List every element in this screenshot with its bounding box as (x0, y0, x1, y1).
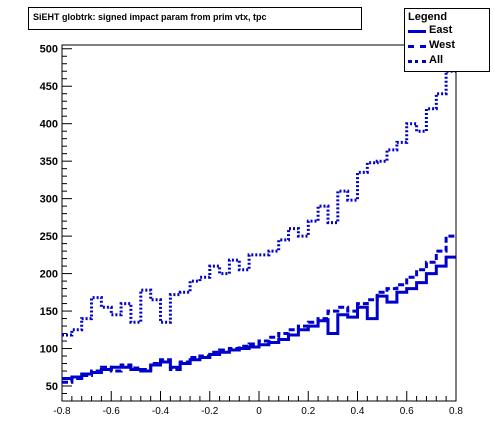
x-tick-label: -0.6 (103, 406, 121, 417)
legend-label-west: West (429, 39, 456, 51)
y-tick-label: 500 (40, 44, 58, 56)
legend-heading: Legend (408, 11, 448, 23)
x-tick-label: 0.6 (400, 406, 414, 417)
x-tick-label: 0.8 (449, 406, 463, 417)
legend-swatch-all (408, 60, 426, 63)
legend-swatch-west (408, 45, 426, 48)
chart-title: SiEHT globtrk: signed impact param from … (33, 12, 267, 22)
x-tick-label: 0.2 (301, 406, 315, 417)
y-tick-label: 200 (40, 269, 58, 281)
x-tick-label: 0 (256, 406, 262, 417)
y-tick-label: 150 (40, 306, 58, 318)
legend-label-all: All (429, 54, 444, 66)
x-tick-label: -0.4 (152, 406, 170, 417)
series-layer (62, 69, 456, 384)
y-tick-label: 350 (40, 156, 58, 168)
y-tick-label: 300 (40, 194, 58, 206)
legend-entry-east: East (408, 24, 488, 38)
x-tick-label: 0.4 (351, 406, 365, 417)
series-east-line (62, 255, 456, 380)
y-axis: 50 100 150 200 250 300 350 400 450 500 (40, 44, 72, 395)
y-tick-label: 250 (40, 231, 58, 243)
legend-label-east: East (429, 24, 453, 36)
x-axis: -0.8 -0.6 -0.4 -0.2 0 0.2 0.4 0.6 0.8 (53, 391, 463, 417)
x-tick-label: -0.8 (53, 406, 71, 417)
series-west-line (62, 234, 456, 384)
y-tick-label: 50 (46, 381, 58, 393)
legend: Legend East West All (404, 8, 490, 72)
legend-entry-all: All (408, 54, 488, 68)
y-tick-label: 400 (40, 119, 58, 131)
chart-title-box: SiEHT globtrk: signed impact param from … (28, 7, 362, 30)
y-tick-label: 450 (40, 81, 58, 93)
legend-entry-west: West (408, 39, 488, 53)
x-tick-label: -0.2 (201, 406, 219, 417)
y-tick-label: 100 (40, 344, 58, 356)
legend-swatch-east (408, 30, 426, 33)
